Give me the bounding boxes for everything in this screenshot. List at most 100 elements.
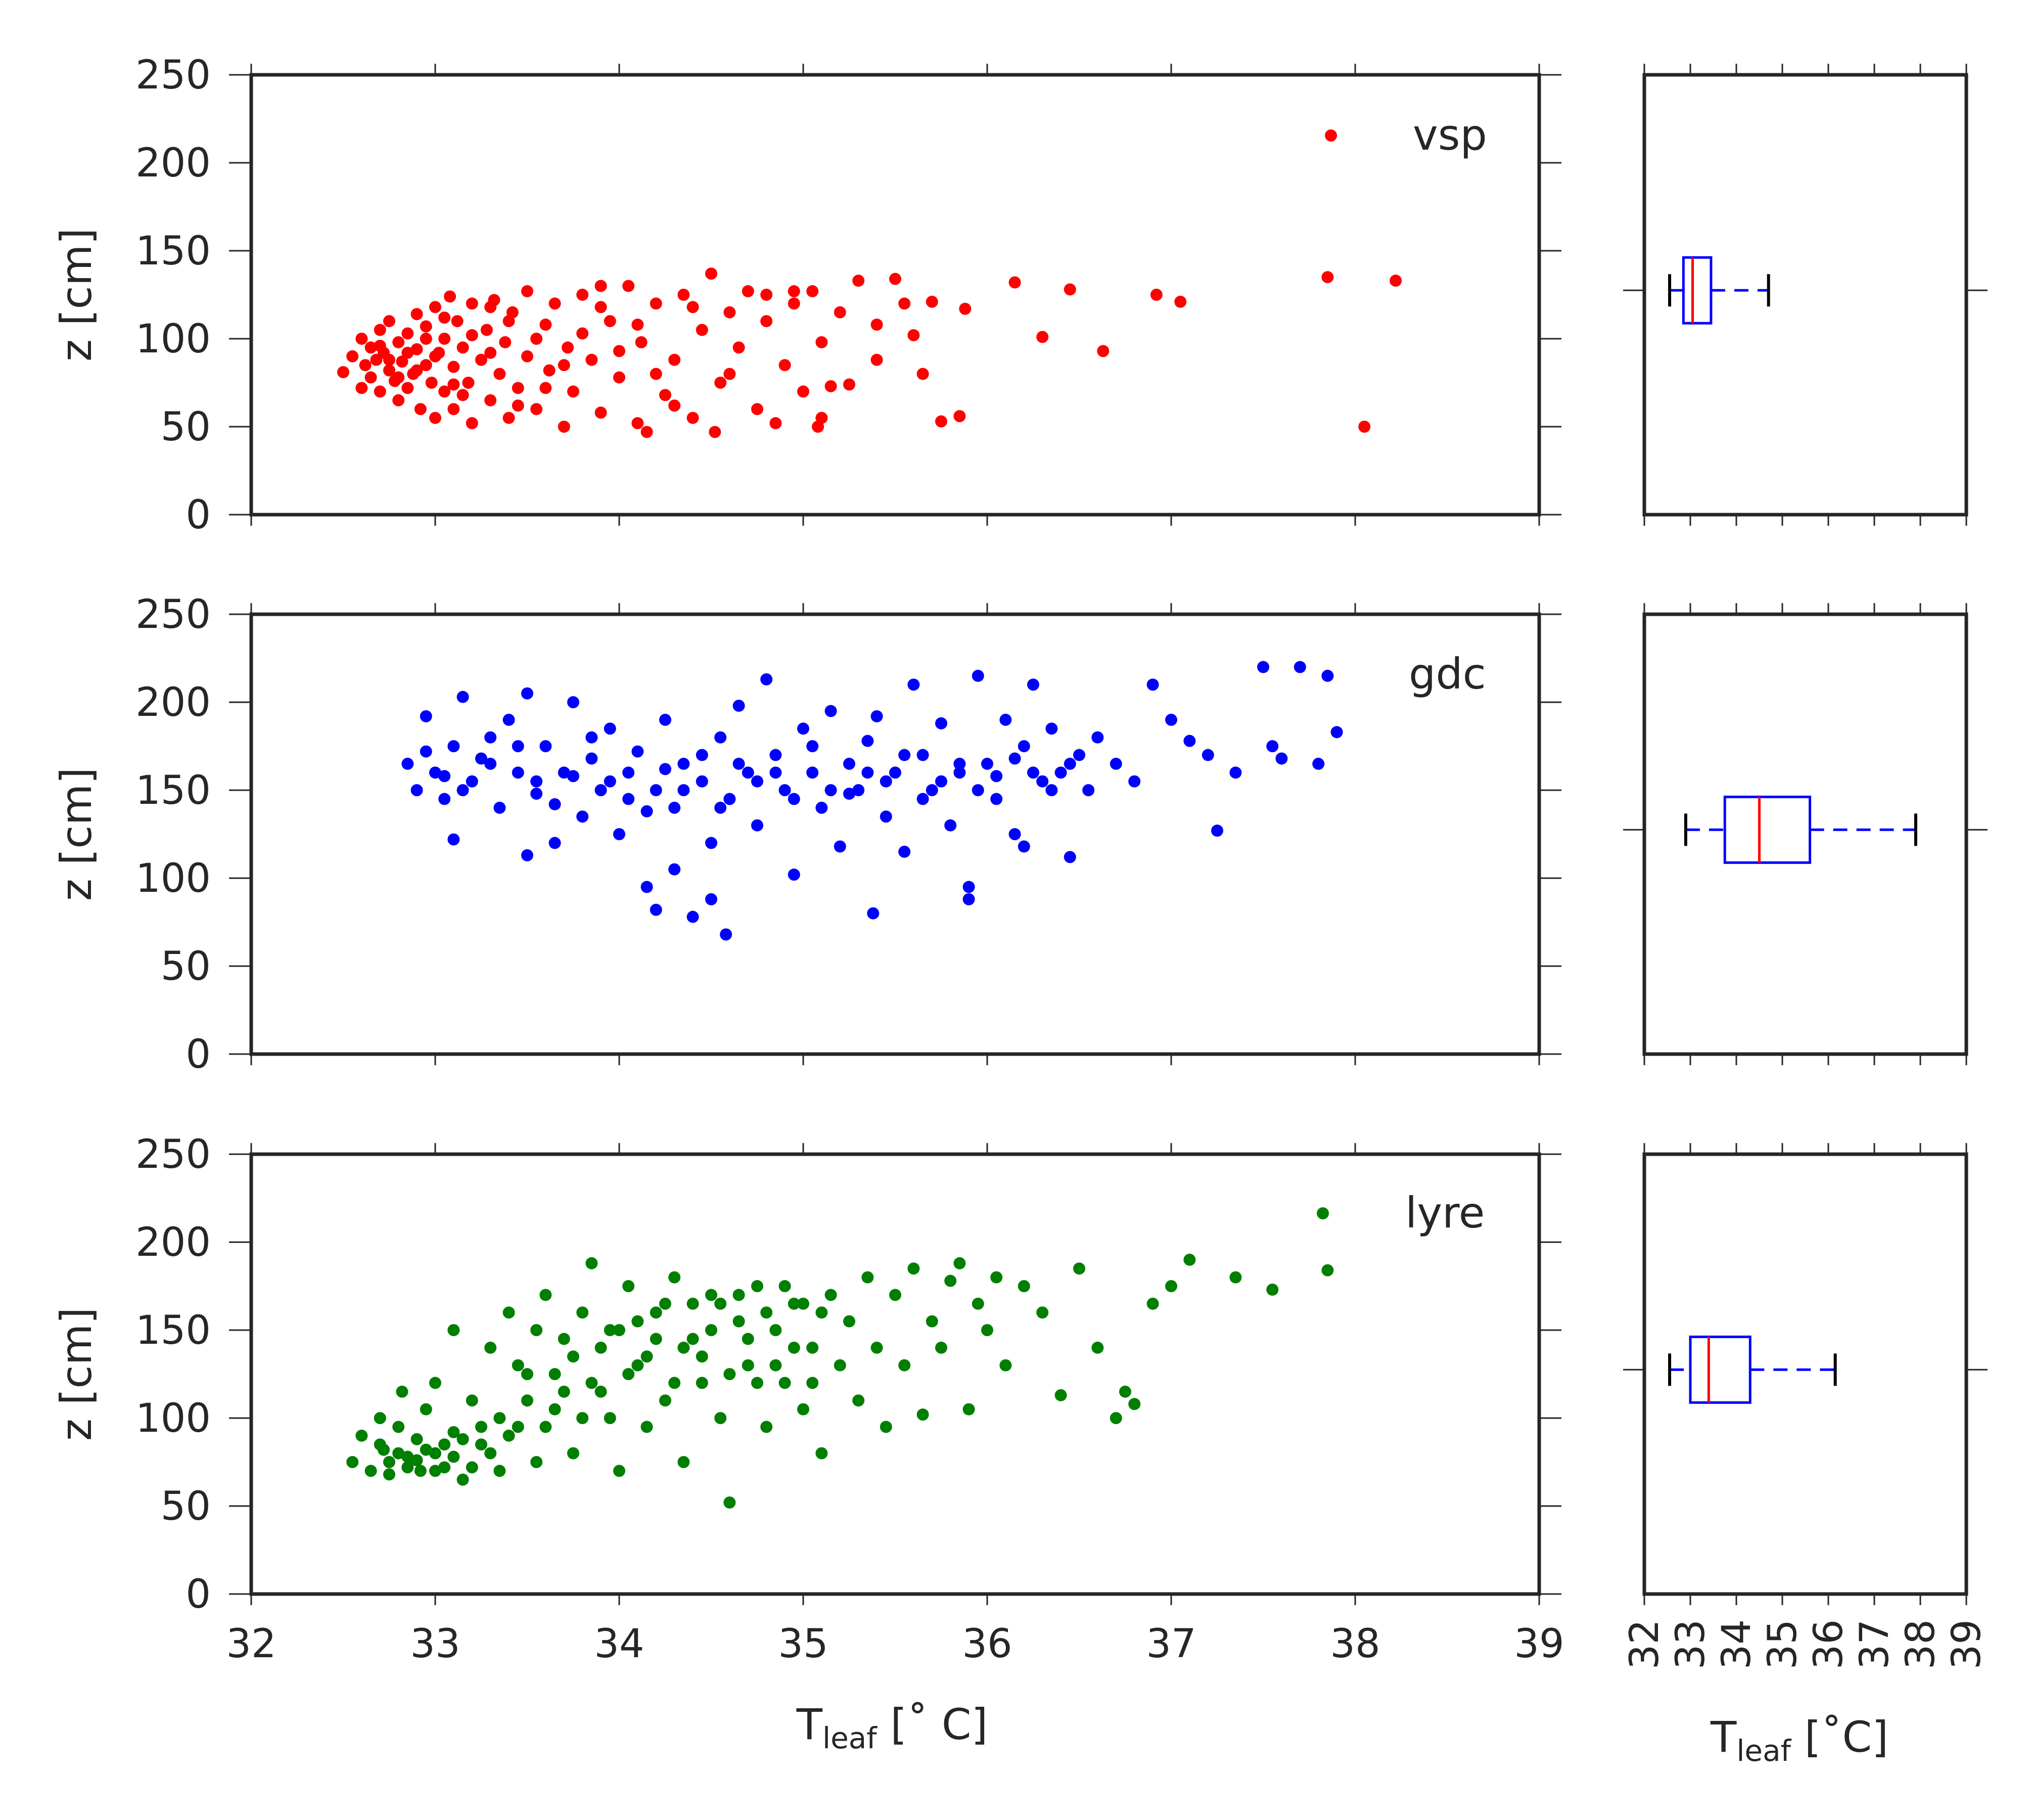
point-vsp — [425, 377, 438, 389]
x-tick-label: 33 — [410, 1621, 460, 1667]
point-lyre — [392, 1421, 405, 1433]
point-gdc — [852, 784, 865, 796]
point-vsp — [650, 297, 662, 310]
point-vsp — [447, 403, 460, 416]
point-vsp — [530, 333, 543, 345]
point-vsp — [1036, 331, 1049, 343]
point-vsp — [493, 368, 506, 380]
point-vsp — [668, 353, 681, 366]
point-gdc — [650, 903, 662, 916]
y-tick-label: 200 — [135, 1220, 211, 1265]
point-vsp — [613, 345, 625, 357]
point-lyre — [401, 1461, 414, 1474]
point-gdc — [769, 766, 782, 779]
point-lyre — [383, 1456, 395, 1468]
point-vsp — [714, 377, 727, 389]
point-lyre — [631, 1359, 644, 1372]
y-tick-label: 50 — [161, 944, 211, 989]
point-vsp — [806, 285, 819, 298]
point-vsp — [462, 377, 475, 389]
point-lyre — [686, 1297, 699, 1310]
point-lyre — [567, 1350, 579, 1363]
point-gdc — [548, 837, 561, 849]
point-vsp — [392, 394, 405, 406]
x-tick-label: 34 — [594, 1621, 644, 1667]
point-vsp — [401, 346, 414, 359]
point-vsp — [1174, 295, 1187, 308]
panels: 0 50 100 150 200 250 z [cm] 0 50 100 150 200 250 z [c… — [52, 53, 1990, 1669]
point-lyre — [806, 1341, 819, 1354]
point-vsp — [438, 385, 451, 398]
y-tick-label: 150 — [135, 1308, 211, 1353]
x-axis-label-box-unit: [˚C] — [1791, 1712, 1888, 1762]
point-vsp — [420, 333, 432, 345]
point-gdc — [1330, 726, 1343, 739]
point-vsp — [843, 378, 855, 391]
point-gdc — [834, 840, 846, 853]
y-tick-label: 0 — [186, 1572, 211, 1617]
point-vsp — [410, 343, 423, 355]
point-vsp — [709, 426, 721, 438]
point-lyre — [788, 1341, 800, 1354]
point-gdc — [990, 793, 1003, 805]
point-lyre — [1266, 1283, 1279, 1296]
point-lyre — [1165, 1280, 1177, 1292]
point-lyre — [935, 1341, 947, 1354]
point-gdc — [880, 775, 892, 788]
point-lyre — [751, 1377, 763, 1389]
point-vsp — [484, 301, 497, 313]
point-lyre — [806, 1377, 819, 1389]
point-gdc — [1146, 678, 1159, 691]
point-vsp — [723, 306, 736, 318]
point-lyre — [990, 1271, 1003, 1284]
point-lyre — [530, 1324, 543, 1336]
point-vsp — [414, 403, 427, 416]
point-lyre — [723, 1496, 736, 1509]
point-gdc — [1027, 678, 1039, 691]
point-lyre — [484, 1341, 497, 1354]
point-gdc — [723, 793, 736, 805]
x-tick-label: 38 — [1330, 1621, 1380, 1667]
point-gdc — [502, 713, 515, 726]
point-lyre — [558, 1333, 570, 1345]
scatter-frame — [249, 612, 1541, 1056]
point-gdc — [1027, 766, 1039, 779]
box-axes-gdc — [1623, 603, 1988, 1065]
point-lyre — [962, 1403, 975, 1416]
point-gdc — [824, 784, 837, 796]
point-lyre — [438, 1438, 451, 1451]
point-gdc — [429, 766, 441, 779]
point-lyre — [1091, 1341, 1104, 1354]
point-vsp — [812, 421, 824, 433]
point-lyre — [401, 1450, 414, 1463]
point-vsp — [567, 385, 579, 398]
y-tick-label: 100 — [135, 316, 211, 362]
point-lyre — [742, 1359, 754, 1372]
y-tick-label: 250 — [135, 1132, 211, 1177]
point-lyre — [429, 1447, 441, 1460]
y-tick-label: 250 — [135, 53, 211, 98]
point-gdc — [631, 745, 644, 758]
point-lyre — [346, 1456, 359, 1468]
point-gdc — [1091, 731, 1104, 744]
point-lyre — [880, 1421, 892, 1433]
point-lyre — [530, 1456, 543, 1468]
point-lyre — [972, 1297, 984, 1310]
point-gdc — [548, 798, 561, 810]
point-lyre — [677, 1456, 690, 1468]
point-lyre — [576, 1412, 589, 1424]
point-vsp — [769, 417, 782, 430]
point-gdc — [493, 801, 506, 814]
x-axis-label-main: T — [796, 1700, 823, 1749]
point-vsp — [594, 301, 607, 313]
point-vsp — [548, 297, 561, 310]
point-lyre — [732, 1315, 745, 1328]
box-x-tick-label: 32 — [1622, 1619, 1668, 1669]
points-gdc — [401, 661, 1343, 941]
point-vsp — [456, 389, 469, 401]
point-gdc — [705, 893, 717, 905]
point-vsp — [585, 353, 598, 366]
point-gdc — [530, 775, 543, 788]
point-lyre — [410, 1454, 423, 1467]
